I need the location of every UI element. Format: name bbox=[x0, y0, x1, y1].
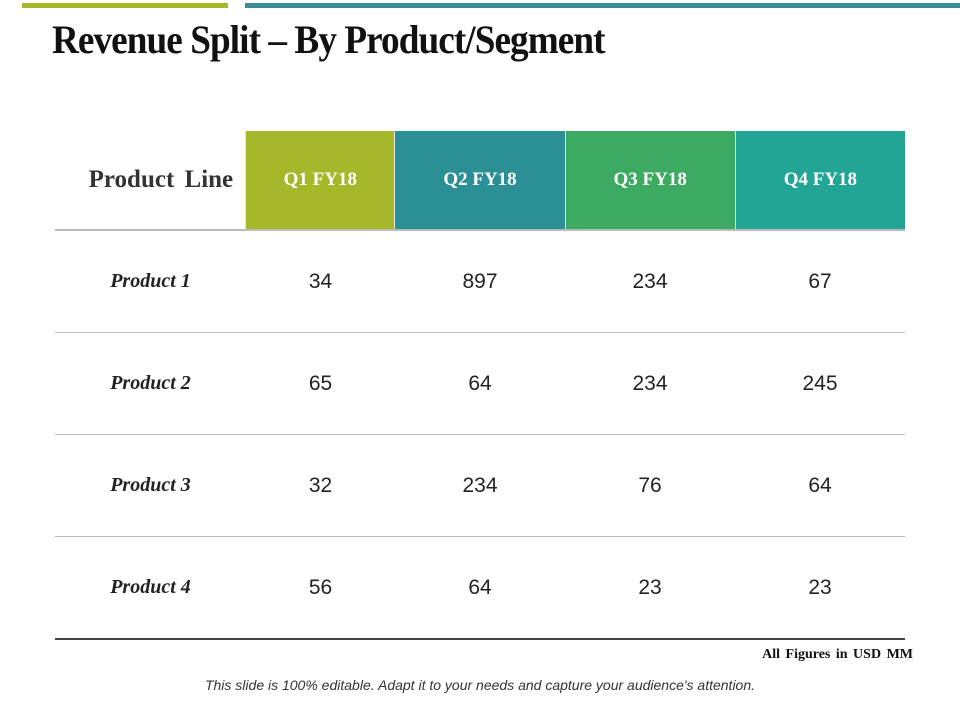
footer-caption: This slide is 100% editable. Adapt it to… bbox=[204, 677, 756, 693]
cell-value: 76 bbox=[638, 473, 662, 497]
cell-value: 64 bbox=[808, 473, 832, 497]
row-label: Product 3 bbox=[110, 474, 191, 496]
header-q3: Q3 FY18 bbox=[564, 131, 735, 229]
table-row: Product 3 32 234 76 64 bbox=[55, 435, 905, 537]
cell-value: 65 bbox=[308, 371, 333, 395]
cell-value: 897 bbox=[462, 269, 498, 293]
cell-value: 64 bbox=[468, 371, 492, 395]
cell-value: 234 bbox=[462, 473, 498, 497]
units-note: All Figures in USD MM bbox=[762, 647, 913, 662]
header-q4: Q4 FY18 bbox=[734, 131, 905, 229]
header-product-line: Product Line bbox=[88, 166, 234, 193]
cell-value: 34 bbox=[308, 269, 333, 293]
cell-value: 234 bbox=[632, 269, 668, 293]
row-label: Product 1 bbox=[110, 270, 191, 292]
cell-value: 23 bbox=[638, 575, 662, 599]
cell-value: 67 bbox=[808, 269, 832, 293]
header-q1: Q1 FY18 bbox=[245, 131, 395, 229]
row-label: Product 4 bbox=[110, 576, 191, 598]
cell-value: 234 bbox=[632, 371, 668, 395]
table-row: Product 2 65 64 234 245 bbox=[55, 333, 905, 435]
table-row: Product 1 34 897 234 67 bbox=[55, 231, 905, 333]
table-header-row: Product Line Q1 FY18 Q2 FY18 Q3 FY18 Q4 … bbox=[55, 131, 905, 231]
cell-value: 245 bbox=[802, 371, 838, 395]
cell-value: 32 bbox=[308, 473, 333, 497]
slide-title: Revenue Split – By Product/Segment bbox=[52, 17, 605, 62]
cell-value: 56 bbox=[308, 575, 333, 599]
cell-value: 64 bbox=[468, 575, 492, 599]
top-accent-bar-teal bbox=[245, 3, 960, 8]
revenue-table: Product Line Q1 FY18 Q2 FY18 Q3 FY18 Q4 … bbox=[55, 131, 905, 640]
cell-value: 23 bbox=[808, 575, 832, 599]
top-accent-bar-green bbox=[22, 3, 228, 8]
table-row: Product 4 56 64 23 23 bbox=[55, 537, 905, 640]
row-label: Product 2 bbox=[110, 372, 191, 394]
header-q2: Q2 FY18 bbox=[394, 131, 565, 229]
